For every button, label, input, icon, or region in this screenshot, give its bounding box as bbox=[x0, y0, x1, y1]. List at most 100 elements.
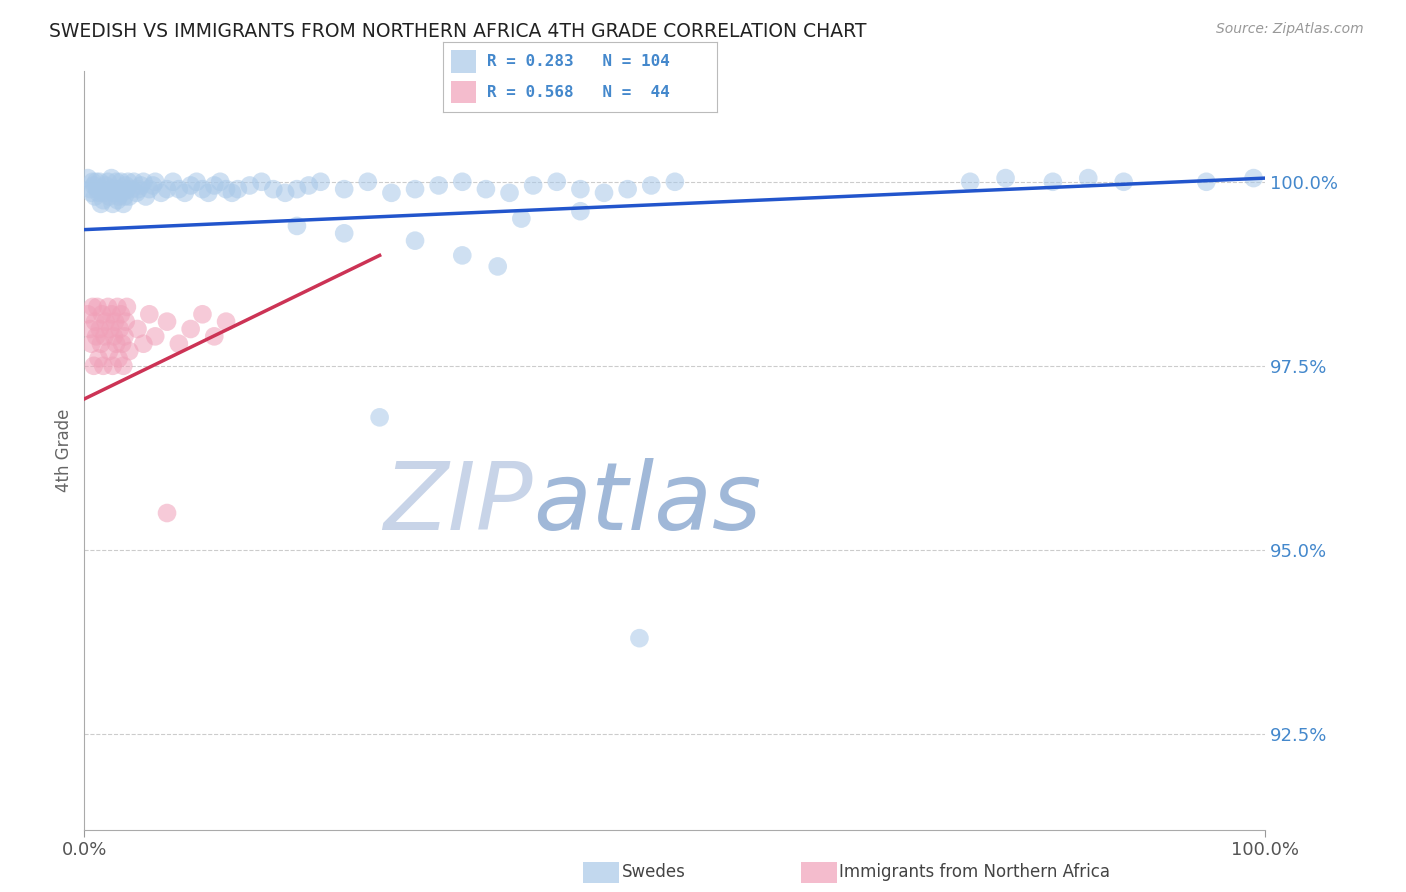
Point bbox=[79, 182, 101, 196]
Point bbox=[380, 186, 402, 200]
Point bbox=[215, 315, 238, 329]
Point bbox=[118, 189, 141, 203]
Point bbox=[138, 307, 160, 321]
Point bbox=[103, 329, 125, 343]
Point bbox=[104, 182, 127, 196]
Bar bbox=[451, 50, 475, 72]
Point bbox=[110, 175, 132, 189]
Point bbox=[215, 182, 238, 196]
Point bbox=[1195, 175, 1218, 189]
Point bbox=[368, 410, 391, 425]
Point bbox=[100, 307, 122, 321]
Point bbox=[404, 234, 426, 248]
Point bbox=[97, 175, 120, 189]
Point bbox=[98, 344, 121, 359]
Point bbox=[80, 186, 103, 200]
Y-axis label: 4th Grade: 4th Grade bbox=[55, 409, 73, 492]
Point bbox=[309, 175, 332, 189]
Point bbox=[77, 171, 100, 186]
Point bbox=[156, 315, 179, 329]
Point bbox=[202, 329, 225, 343]
Point bbox=[77, 307, 100, 321]
Point bbox=[404, 182, 426, 196]
Point bbox=[498, 186, 520, 200]
Text: Swedes: Swedes bbox=[621, 863, 685, 881]
Point bbox=[156, 506, 179, 520]
Point bbox=[125, 186, 148, 200]
Text: Immigrants from Northern Africa: Immigrants from Northern Africa bbox=[839, 863, 1111, 881]
Point bbox=[98, 189, 121, 203]
Point bbox=[108, 322, 131, 336]
Point bbox=[105, 175, 128, 189]
Point bbox=[285, 219, 308, 233]
Point bbox=[593, 186, 616, 200]
Point bbox=[569, 204, 592, 219]
Point bbox=[138, 182, 160, 196]
Point bbox=[79, 322, 101, 336]
Point bbox=[522, 178, 544, 193]
Point bbox=[100, 171, 122, 186]
Point bbox=[285, 182, 308, 196]
Point bbox=[546, 175, 568, 189]
Point bbox=[90, 336, 112, 351]
Point bbox=[98, 322, 121, 336]
Point bbox=[664, 175, 686, 189]
Point bbox=[93, 186, 115, 200]
Point bbox=[115, 182, 138, 196]
Point bbox=[221, 186, 243, 200]
Point bbox=[114, 178, 136, 193]
Point bbox=[209, 175, 232, 189]
Point bbox=[262, 182, 284, 196]
Point bbox=[451, 248, 474, 262]
Text: R = 0.283   N = 104: R = 0.283 N = 104 bbox=[486, 54, 669, 69]
Point bbox=[84, 189, 107, 203]
Point bbox=[84, 175, 107, 189]
Point bbox=[150, 186, 173, 200]
Point bbox=[87, 186, 110, 200]
Point bbox=[112, 359, 135, 373]
Point bbox=[107, 351, 129, 366]
Point bbox=[250, 175, 273, 189]
Point bbox=[298, 178, 321, 193]
Text: ZIP: ZIP bbox=[384, 458, 533, 549]
Point bbox=[97, 300, 120, 314]
Point bbox=[333, 182, 356, 196]
Point bbox=[84, 315, 107, 329]
Point bbox=[91, 307, 114, 321]
Point bbox=[357, 175, 380, 189]
Point bbox=[239, 178, 262, 193]
Point bbox=[111, 336, 134, 351]
Point bbox=[91, 359, 114, 373]
Point bbox=[86, 300, 108, 314]
Point bbox=[167, 336, 190, 351]
Point bbox=[180, 178, 202, 193]
Point bbox=[117, 175, 139, 189]
Point bbox=[127, 322, 149, 336]
Point bbox=[486, 260, 509, 274]
Point bbox=[107, 300, 129, 314]
Point bbox=[91, 193, 114, 207]
Point bbox=[640, 178, 662, 193]
Point bbox=[186, 175, 208, 189]
Point bbox=[143, 175, 166, 189]
Point bbox=[451, 175, 474, 189]
Text: R = 0.568   N =  44: R = 0.568 N = 44 bbox=[486, 85, 669, 100]
Point bbox=[1243, 171, 1265, 186]
Point bbox=[114, 315, 136, 329]
Point bbox=[82, 175, 104, 189]
Text: SWEDISH VS IMMIGRANTS FROM NORTHERN AFRICA 4TH GRADE CORRELATION CHART: SWEDISH VS IMMIGRANTS FROM NORTHERN AFRI… bbox=[49, 22, 866, 41]
Point bbox=[82, 300, 104, 314]
Point bbox=[101, 197, 124, 211]
Point bbox=[173, 186, 195, 200]
Point bbox=[110, 307, 132, 321]
Point bbox=[132, 175, 155, 189]
Point bbox=[156, 182, 179, 196]
Point bbox=[202, 178, 225, 193]
Point bbox=[143, 329, 166, 343]
Point bbox=[114, 189, 136, 203]
Text: atlas: atlas bbox=[533, 458, 762, 549]
Point bbox=[616, 182, 638, 196]
Point bbox=[87, 351, 110, 366]
Point bbox=[91, 182, 114, 196]
Point bbox=[107, 193, 129, 207]
